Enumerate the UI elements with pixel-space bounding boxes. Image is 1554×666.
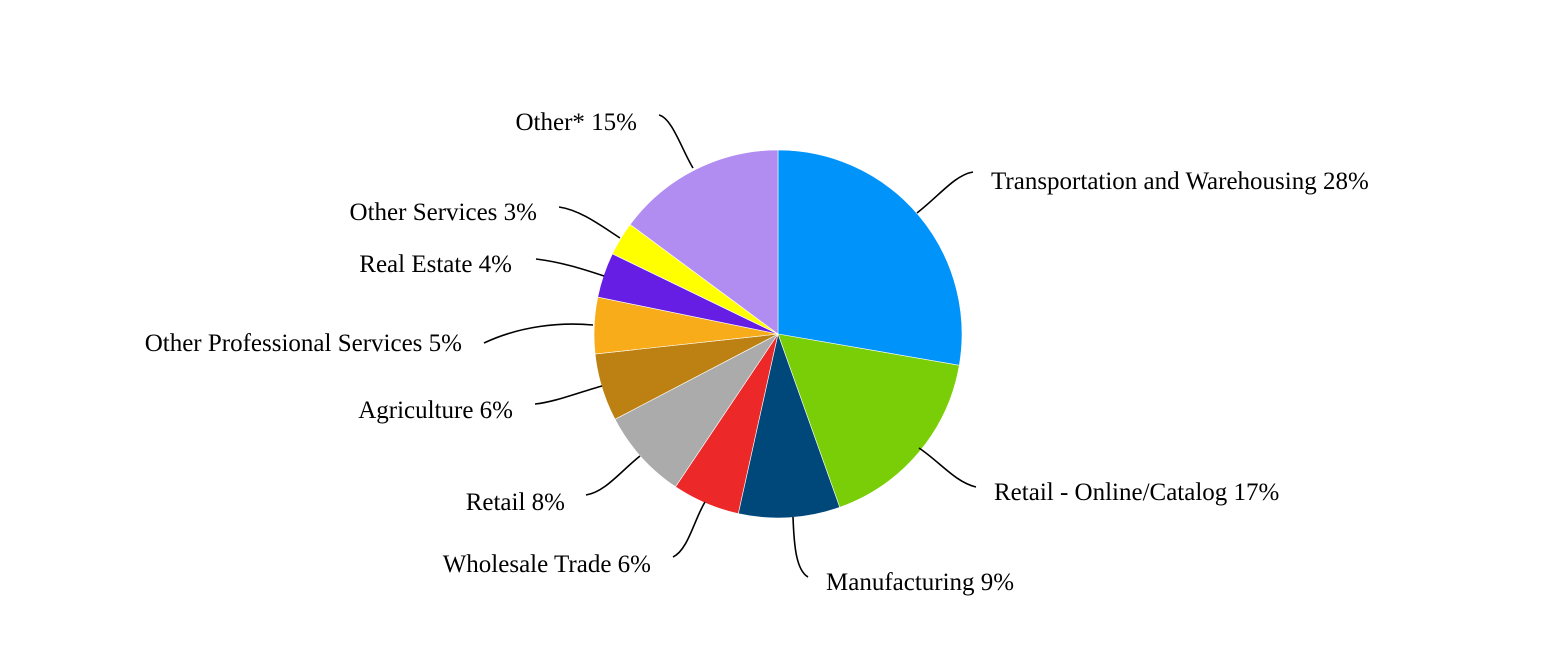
leader-line (792, 516, 809, 578)
leader-lines (483, 114, 977, 578)
slice-label: Wholesale Trade 6% (443, 551, 651, 578)
pie-slice-retail (614, 333, 779, 488)
pie-slice-other (629, 149, 779, 335)
leader-line (672, 501, 706, 558)
pie-slice-manufacturing (737, 332, 841, 519)
slice-label: Retail 8% (466, 489, 565, 516)
leader-line (558, 206, 621, 239)
slice-labels: Transportation and Warehousing 28% Retail… (145, 109, 1369, 596)
leader-line (585, 455, 641, 496)
leader-line (918, 447, 977, 488)
leader-line (658, 114, 694, 169)
slice-label: Transportation and Warehousing 28% (991, 168, 1369, 195)
slice-label: Other Services 3% (350, 199, 537, 226)
leader-line (916, 171, 974, 214)
slice-label: Agriculture 6% (358, 397, 513, 424)
pie-slices (593, 149, 963, 519)
slice-label: Other* 15% (516, 109, 638, 136)
leader-line (534, 385, 603, 405)
slice-label: Other Professional Services 5% (145, 330, 462, 357)
slice-label: Manufacturing 9% (826, 569, 1014, 596)
pie-slice-retail-online-catalog (777, 333, 960, 508)
leader-line (483, 323, 594, 344)
slice-label: Real Estate 4% (359, 251, 512, 278)
leader-line (535, 258, 605, 277)
pie-slice-transportation-and-warehousing (777, 149, 963, 366)
slice-label: Retail - Online/Catalog 17% (994, 479, 1279, 506)
